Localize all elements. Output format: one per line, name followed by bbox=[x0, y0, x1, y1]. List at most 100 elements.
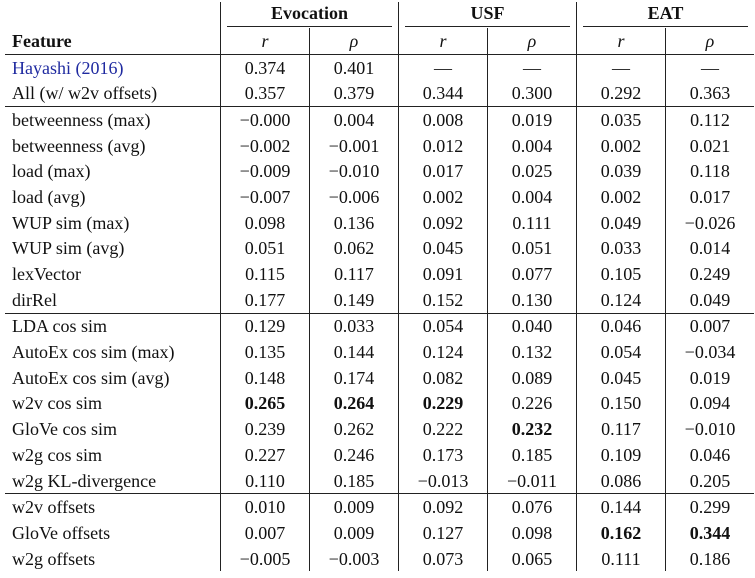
value-cell: 0.136 bbox=[309, 209, 399, 236]
feature-name: load (max) bbox=[12, 161, 91, 182]
value-cell: 0.062 bbox=[309, 235, 399, 262]
table-row: lexVector 0.115 0.117 0.091 0.077 0.105 0.249 bbox=[5, 261, 754, 287]
value-cell: 0.021 bbox=[665, 132, 754, 159]
value-cell: 0.115 bbox=[220, 261, 310, 287]
value-cell: 0.300 bbox=[487, 80, 577, 107]
value-cell: 0.205 bbox=[665, 467, 754, 494]
feature-name: w2v cos sim bbox=[12, 393, 102, 414]
value-cell: 0.076 bbox=[487, 493, 577, 521]
group-header-row: Evocation USF EAT bbox=[5, 2, 754, 28]
value-cell: 0.002 bbox=[398, 184, 488, 210]
value-cell: −0.005 bbox=[220, 545, 310, 572]
value-cell: 0.105 bbox=[576, 261, 666, 287]
table-row: GloVe offsets 0.007 0.009 0.127 0.098 0.162 0.… bbox=[5, 520, 754, 546]
value-cell: 0.117 bbox=[309, 261, 399, 287]
value-cell: 0.004 bbox=[309, 106, 399, 133]
value-cell: 0.040 bbox=[487, 312, 577, 340]
value-cell: −0.000 bbox=[220, 106, 310, 133]
feature-name: w2g KL-divergence bbox=[12, 470, 157, 491]
value-cell: 0.363 bbox=[665, 80, 754, 107]
feature-name: w2v offsets bbox=[5, 493, 221, 521]
value-cell: 0.009 bbox=[309, 493, 399, 521]
value-cell: 0.051 bbox=[220, 235, 310, 262]
value-cell: 0.292 bbox=[576, 80, 666, 107]
feature-name: w2g offsets bbox=[12, 548, 96, 569]
group-header-usf: USF bbox=[398, 2, 577, 28]
value-cell: 0.033 bbox=[309, 312, 399, 340]
value-cell: 0.035 bbox=[576, 106, 666, 133]
value-cell: 0.174 bbox=[309, 364, 399, 391]
value-cell: 0.152 bbox=[398, 286, 488, 314]
value-cell: −0.026 bbox=[665, 209, 754, 236]
table-row: w2g cos sim 0.227 0.246 0.173 0.185 0.109 0.04… bbox=[5, 442, 754, 468]
group-header-eat: EAT bbox=[576, 2, 754, 28]
value-cell: −0.009 bbox=[220, 158, 310, 185]
value-cell: 0.144 bbox=[309, 339, 399, 365]
value-cell: 0.227 bbox=[220, 442, 310, 468]
value-cell: 0.002 bbox=[576, 132, 666, 159]
table-row: load (max) −0.009 −0.010 0.017 0.025 0.039 0.1… bbox=[5, 158, 754, 185]
value-cell: 0.046 bbox=[576, 312, 666, 340]
table-row: Hayashi (2016) 0.374 0.401— — — — bbox=[5, 53, 754, 81]
value-cell: 0.012 bbox=[398, 132, 488, 159]
value-cell: 0.051 bbox=[487, 235, 577, 262]
value-cell: 0.049 bbox=[576, 209, 666, 236]
table-row: dirRel 0.177 0.149 0.152 0.130 0.124 0.049 bbox=[5, 286, 754, 314]
table-row: betweenness (avg) −0.002 −0.001 0.012 0.004 0… bbox=[5, 132, 754, 159]
table-row: WUP sim (max) 0.098 0.136 0.092 0.111 0.049 −0… bbox=[5, 209, 754, 236]
value-cell: 0.148 bbox=[220, 364, 310, 391]
value-cell: −0.011 bbox=[487, 467, 577, 494]
value-cell: 0.098 bbox=[487, 520, 577, 546]
feature-name: AutoEx cos sim (avg) bbox=[12, 367, 170, 388]
value-cell: 0.344 bbox=[398, 80, 488, 107]
value-cell: 0.045 bbox=[398, 235, 488, 262]
value-cell: 0.009 bbox=[309, 520, 399, 546]
table-row: AutoEx cos sim (max) 0.135 0.144 0.124 0.132… bbox=[5, 339, 754, 365]
value-cell: 0.265 bbox=[220, 390, 310, 417]
value-cell: 0.129 bbox=[220, 312, 310, 340]
correlation-table: Evocation USF EAT Feature r ρ r ρ r ρ Ha… bbox=[5, 2, 754, 572]
sub-header-rho: ρ bbox=[665, 28, 754, 55]
value-cell: 0.357 bbox=[220, 80, 310, 107]
table-row: AutoEx cos sim (avg) 0.148 0.174 0.082 0.089… bbox=[5, 364, 754, 391]
value-cell: 0.092 bbox=[398, 209, 488, 236]
value-cell: 0.046 bbox=[665, 442, 754, 468]
feature-name: betweenness (max) bbox=[5, 106, 221, 133]
value-cell: 0.222 bbox=[398, 416, 488, 442]
table-row: w2g KL-divergence 0.110 0.185 −0.013 −0.011 0… bbox=[5, 467, 754, 494]
value-cell: 0.344 bbox=[665, 520, 754, 546]
value-cell: — bbox=[398, 53, 488, 81]
value-cell: 0.098 bbox=[220, 209, 310, 236]
value-cell: 0.299 bbox=[665, 493, 754, 521]
value-cell: 0.077 bbox=[487, 261, 577, 287]
feature-name[interactable]: Hayashi (2016) bbox=[5, 53, 221, 81]
value-cell: 0.135 bbox=[220, 339, 310, 365]
sub-header-rho: ρ bbox=[487, 28, 577, 55]
value-cell: 0.065 bbox=[487, 545, 577, 572]
value-cell: 0.017 bbox=[665, 184, 754, 210]
value-cell: 0.010 bbox=[220, 493, 310, 521]
feature-name: dirRel bbox=[12, 289, 57, 310]
value-cell: 0.379 bbox=[309, 80, 399, 107]
value-cell: 0.401 bbox=[309, 53, 399, 81]
value-cell: 0.124 bbox=[398, 339, 488, 365]
table-row: w2v cos sim 0.265 0.264 0.229 0.226 0.150 0.09… bbox=[5, 390, 754, 417]
group-label: USF bbox=[405, 4, 570, 27]
value-cell: 0.091 bbox=[398, 261, 488, 287]
value-cell: — bbox=[576, 53, 666, 81]
table-body: Hayashi (2016) 0.374 0.401— — — — All (w/ w2v … bbox=[5, 53, 754, 572]
value-cell: 0.045 bbox=[576, 364, 666, 391]
value-cell: 0.127 bbox=[398, 520, 488, 546]
value-cell: 0.039 bbox=[576, 158, 666, 185]
table-row: load (avg) −0.007 −0.006 0.002 0.004 0.002 0.0… bbox=[5, 184, 754, 210]
value-cell: 0.014 bbox=[665, 235, 754, 262]
feature-name: betweenness (avg) bbox=[12, 135, 146, 156]
value-cell: 0.025 bbox=[487, 158, 577, 185]
value-cell: 0.173 bbox=[398, 442, 488, 468]
value-cell: 0.249 bbox=[665, 261, 754, 287]
feature-name: w2g cos sim bbox=[12, 444, 102, 465]
feature-name: AutoEx cos sim (max) bbox=[12, 342, 175, 363]
sub-header-r: r bbox=[576, 28, 666, 55]
value-cell: 0.232 bbox=[487, 416, 577, 442]
